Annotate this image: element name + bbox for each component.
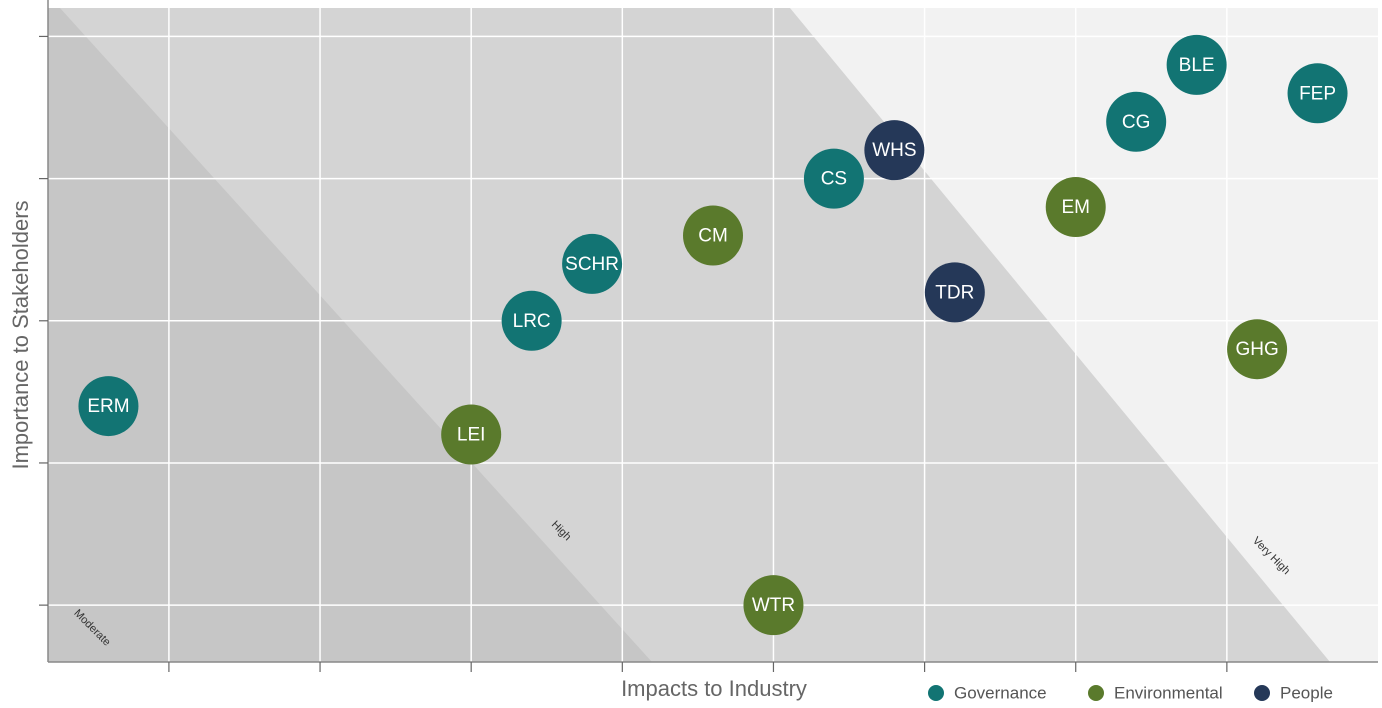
legend-swatch — [928, 685, 944, 701]
y-axis-title: Importance to Stakeholders — [8, 200, 33, 469]
bubble — [864, 120, 925, 181]
legend-swatch — [1088, 685, 1104, 701]
bubble-label: LEI — [457, 425, 486, 446]
bubble-label: WTR — [752, 595, 795, 616]
bubble-label: TDR — [935, 282, 974, 303]
x-axis-title: Impacts to Industry — [621, 676, 807, 701]
bubble — [1106, 91, 1167, 152]
bubble-label: FEP — [1299, 83, 1336, 104]
bubble — [441, 404, 502, 465]
bubble-label: LRC — [513, 311, 551, 332]
bubble — [803, 148, 864, 209]
legend-label: People — [1280, 683, 1333, 702]
bubble — [1045, 177, 1106, 238]
zone-moderate — [48, 8, 652, 662]
bubble — [924, 262, 985, 323]
bubble-label: CG — [1122, 112, 1151, 133]
bubble-label: ERM — [87, 396, 129, 417]
bubble — [743, 575, 804, 636]
bubble-label: BLE — [1179, 55, 1215, 76]
legend: Governance Environmental People — [928, 683, 1333, 702]
bubble — [1166, 34, 1227, 95]
bubble — [501, 290, 562, 351]
bubble — [562, 233, 623, 294]
bubble — [1227, 319, 1288, 380]
bubble-label: EM — [1061, 197, 1090, 218]
bubble-label: GHG — [1235, 339, 1278, 360]
legend-swatch — [1254, 685, 1270, 701]
legend-label: Environmental — [1114, 683, 1223, 702]
bubbles: ERM LRC SCHR CS CG BLE FEP LEI CM WTR EM GHG WHS TDR — [78, 34, 1348, 636]
legend-label: Governance — [954, 683, 1047, 702]
bubble — [78, 376, 139, 437]
bubble-label: CS — [821, 169, 847, 190]
bubble-label: SCHR — [565, 254, 619, 275]
bubble-label: WHS — [872, 140, 916, 161]
bubble-label: CM — [698, 225, 728, 246]
bubble — [683, 205, 743, 266]
bubble — [1287, 63, 1348, 124]
grid — [48, 8, 1378, 662]
